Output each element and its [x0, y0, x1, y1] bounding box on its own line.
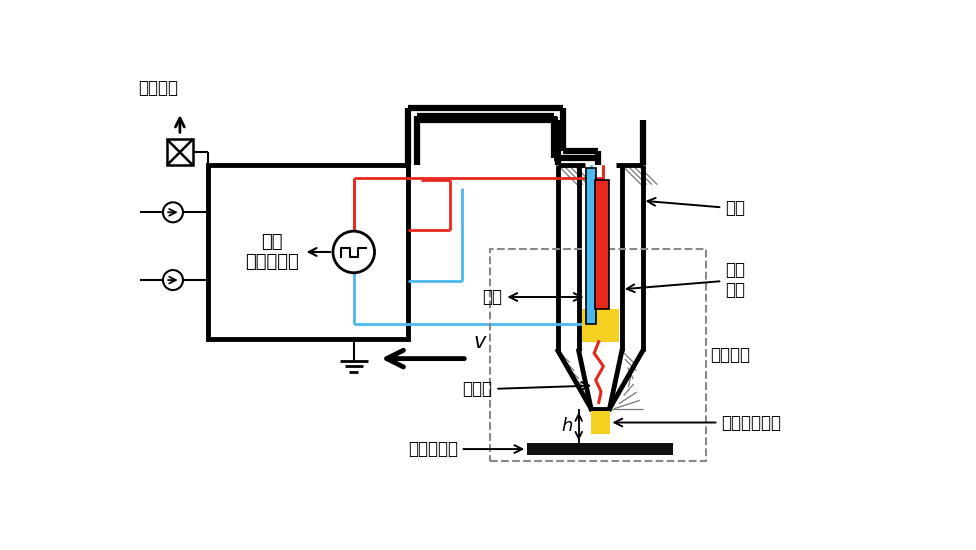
Bar [587, 168, 595, 324]
Text: h: h [561, 417, 573, 436]
Bar [208, 164, 408, 339]
Bar [591, 411, 610, 434]
Text: 通入气体: 通入气体 [139, 79, 179, 97]
Text: 高压
射频发生器: 高压 射频发生器 [245, 233, 299, 271]
Text: 被处理材料: 被处理材料 [408, 440, 522, 458]
Text: 负极: 负极 [648, 198, 745, 217]
Text: v: v [473, 332, 486, 351]
Bar [527, 443, 673, 455]
Circle shape [163, 202, 183, 222]
Text: 电流弧: 电流弧 [463, 381, 590, 398]
Bar [595, 180, 609, 309]
Text: 等离子体射流: 等离子体射流 [615, 414, 781, 432]
Bar [167, 139, 193, 166]
Text: 中心
电极: 中心 电极 [627, 261, 745, 299]
Circle shape [333, 231, 375, 273]
Bar [582, 309, 619, 342]
Circle shape [163, 270, 183, 290]
Text: 喷头装置: 喷头装置 [711, 346, 751, 364]
Text: 气管: 气管 [482, 288, 582, 306]
Bar [490, 249, 706, 461]
